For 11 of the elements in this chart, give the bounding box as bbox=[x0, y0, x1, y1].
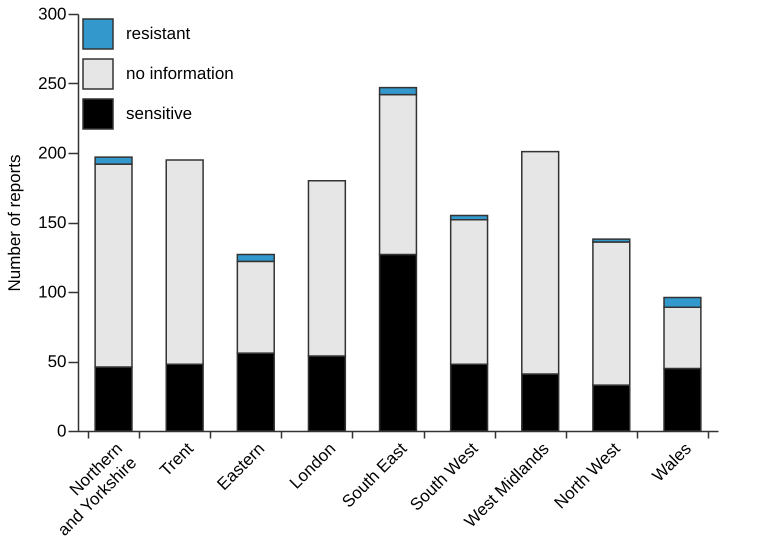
y-tick-label: 200 bbox=[38, 144, 66, 162]
y-tick-label: 0 bbox=[57, 422, 66, 440]
legend-label: sensitive bbox=[126, 104, 192, 123]
y-tick-label: 150 bbox=[38, 213, 66, 232]
y-tick-label: 250 bbox=[38, 74, 66, 93]
legend-label: no information bbox=[126, 64, 234, 83]
y-tick-label: 100 bbox=[38, 282, 66, 302]
y-axis-title: Number of reports bbox=[5, 154, 24, 292]
y-tick-label: 50 bbox=[48, 352, 66, 371]
y-tick-label: 300 bbox=[38, 4, 66, 24]
legend-label: resistant bbox=[126, 24, 191, 43]
